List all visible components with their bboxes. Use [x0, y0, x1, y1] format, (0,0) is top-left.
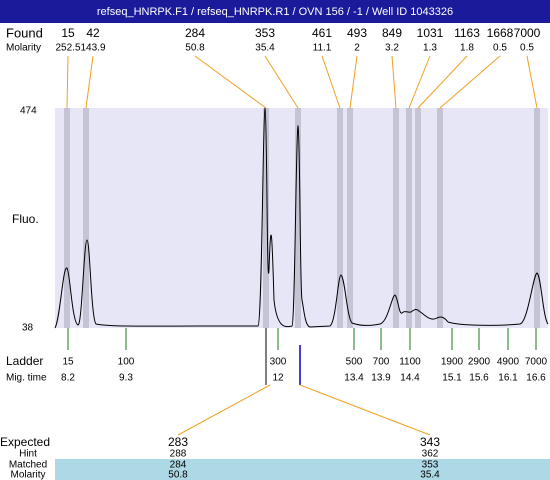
ladder-time: 8.2: [61, 373, 75, 384]
found-size: 353: [255, 26, 275, 40]
ladder-size: 700: [373, 357, 390, 368]
expected-size: 283: [168, 435, 188, 449]
found-molarity: 50.8: [185, 43, 205, 54]
found-size: 493: [347, 26, 367, 40]
found-molarity: 252.5: [55, 43, 80, 54]
found-size: 461: [312, 26, 332, 40]
peak-band: [393, 108, 399, 328]
hint-label: Hint: [19, 449, 37, 460]
matched-label: Matched: [9, 460, 47, 471]
found-molarity: 1.8: [460, 43, 474, 54]
found-size: 1668: [487, 26, 514, 40]
y-max-label: 474: [20, 106, 37, 117]
peak-band: [64, 108, 70, 328]
ladder-size: 1100: [399, 357, 421, 368]
found-size: 1031: [417, 26, 444, 40]
peak-band: [337, 108, 343, 328]
found-connector: [85, 55, 94, 109]
found-molarity: 0.5: [520, 43, 534, 54]
found-label: Found: [6, 25, 43, 40]
found-molarity: 35.4: [255, 43, 275, 54]
ladder-time: 9.3: [119, 373, 133, 384]
peak-band: [534, 108, 540, 328]
found-size: 7000: [514, 26, 541, 40]
found-connector: [439, 55, 501, 109]
ladder-time: 13.9: [371, 373, 391, 384]
found-connector: [391, 55, 397, 109]
ladder-size: 15: [62, 357, 74, 368]
ladder-size: 1900: [441, 357, 464, 368]
molarity-row-label: Molarity: [10, 470, 45, 480]
found-connector: [264, 55, 299, 109]
found-size: 1163: [454, 26, 480, 40]
match-line: [177, 384, 271, 436]
found-molarity: 11.1: [313, 43, 332, 54]
matched-molarity: 35.4: [420, 470, 440, 480]
found-connector: [408, 55, 431, 109]
found-size: 15: [61, 26, 75, 40]
ladder-size: 100: [118, 357, 135, 368]
found-connector: [417, 55, 468, 109]
found-molarity: 143.9: [80, 43, 105, 54]
mig-time-label: Mig. time: [6, 373, 47, 384]
peak-band: [83, 108, 89, 328]
found-connector: [194, 55, 267, 109]
found-connector: [321, 55, 341, 109]
found-molarity: 0.5: [493, 43, 507, 54]
matched-size: 284: [170, 460, 187, 471]
ladder-size: 500: [346, 357, 363, 368]
expected-size: 343: [420, 435, 440, 449]
matched-size: 353: [422, 460, 439, 471]
ladder-size: 4900: [497, 357, 520, 368]
expected-label: Expected: [0, 435, 50, 449]
y-min-label: 38: [22, 323, 34, 334]
title-bar: [0, 0, 550, 23]
molarity-label: Molarity: [6, 43, 41, 54]
title: refseq_HNRPK.F1 / refseq_HNRPK.R1 / OVN …: [97, 6, 453, 18]
found-size: 284: [185, 26, 205, 40]
found-connector: [66, 55, 69, 109]
matched-molarity: 50.8: [168, 470, 188, 480]
peak-band: [263, 108, 269, 328]
ladder-size: 7000: [525, 357, 548, 368]
peak-band: [406, 108, 412, 328]
trace: [54, 107, 549, 329]
ladder-label: Ladder: [6, 354, 43, 368]
peak-band: [347, 108, 353, 328]
ladder-time: 12: [272, 373, 284, 384]
matched-band: [55, 459, 550, 480]
ladder-time: 16.6: [526, 373, 546, 384]
found-molarity: 2: [354, 43, 360, 54]
found-molarity: 3.2: [385, 43, 399, 54]
match-line: [299, 384, 431, 436]
ladder-time: 14.4: [400, 373, 420, 384]
ladder-time: 13.4: [344, 373, 364, 384]
found-size: 849: [382, 26, 402, 40]
ladder-time: 15.1: [442, 373, 462, 384]
ladder-time: 15.6: [469, 373, 489, 384]
hint-size: 362: [422, 449, 439, 460]
found-size: 42: [86, 26, 100, 40]
peak-band: [437, 108, 443, 328]
peak-band: [415, 108, 421, 328]
found-connector: [526, 55, 538, 109]
y-axis-label: Fluo.: [12, 212, 39, 226]
found-connector: [349, 55, 358, 109]
ladder-size: 2900: [468, 357, 491, 368]
peak-band: [295, 108, 301, 328]
found-molarity: 1.3: [423, 43, 437, 54]
ladder-time: 16.1: [498, 373, 518, 384]
hint-size: 288: [170, 449, 187, 460]
ladder-size: 300: [270, 357, 287, 368]
